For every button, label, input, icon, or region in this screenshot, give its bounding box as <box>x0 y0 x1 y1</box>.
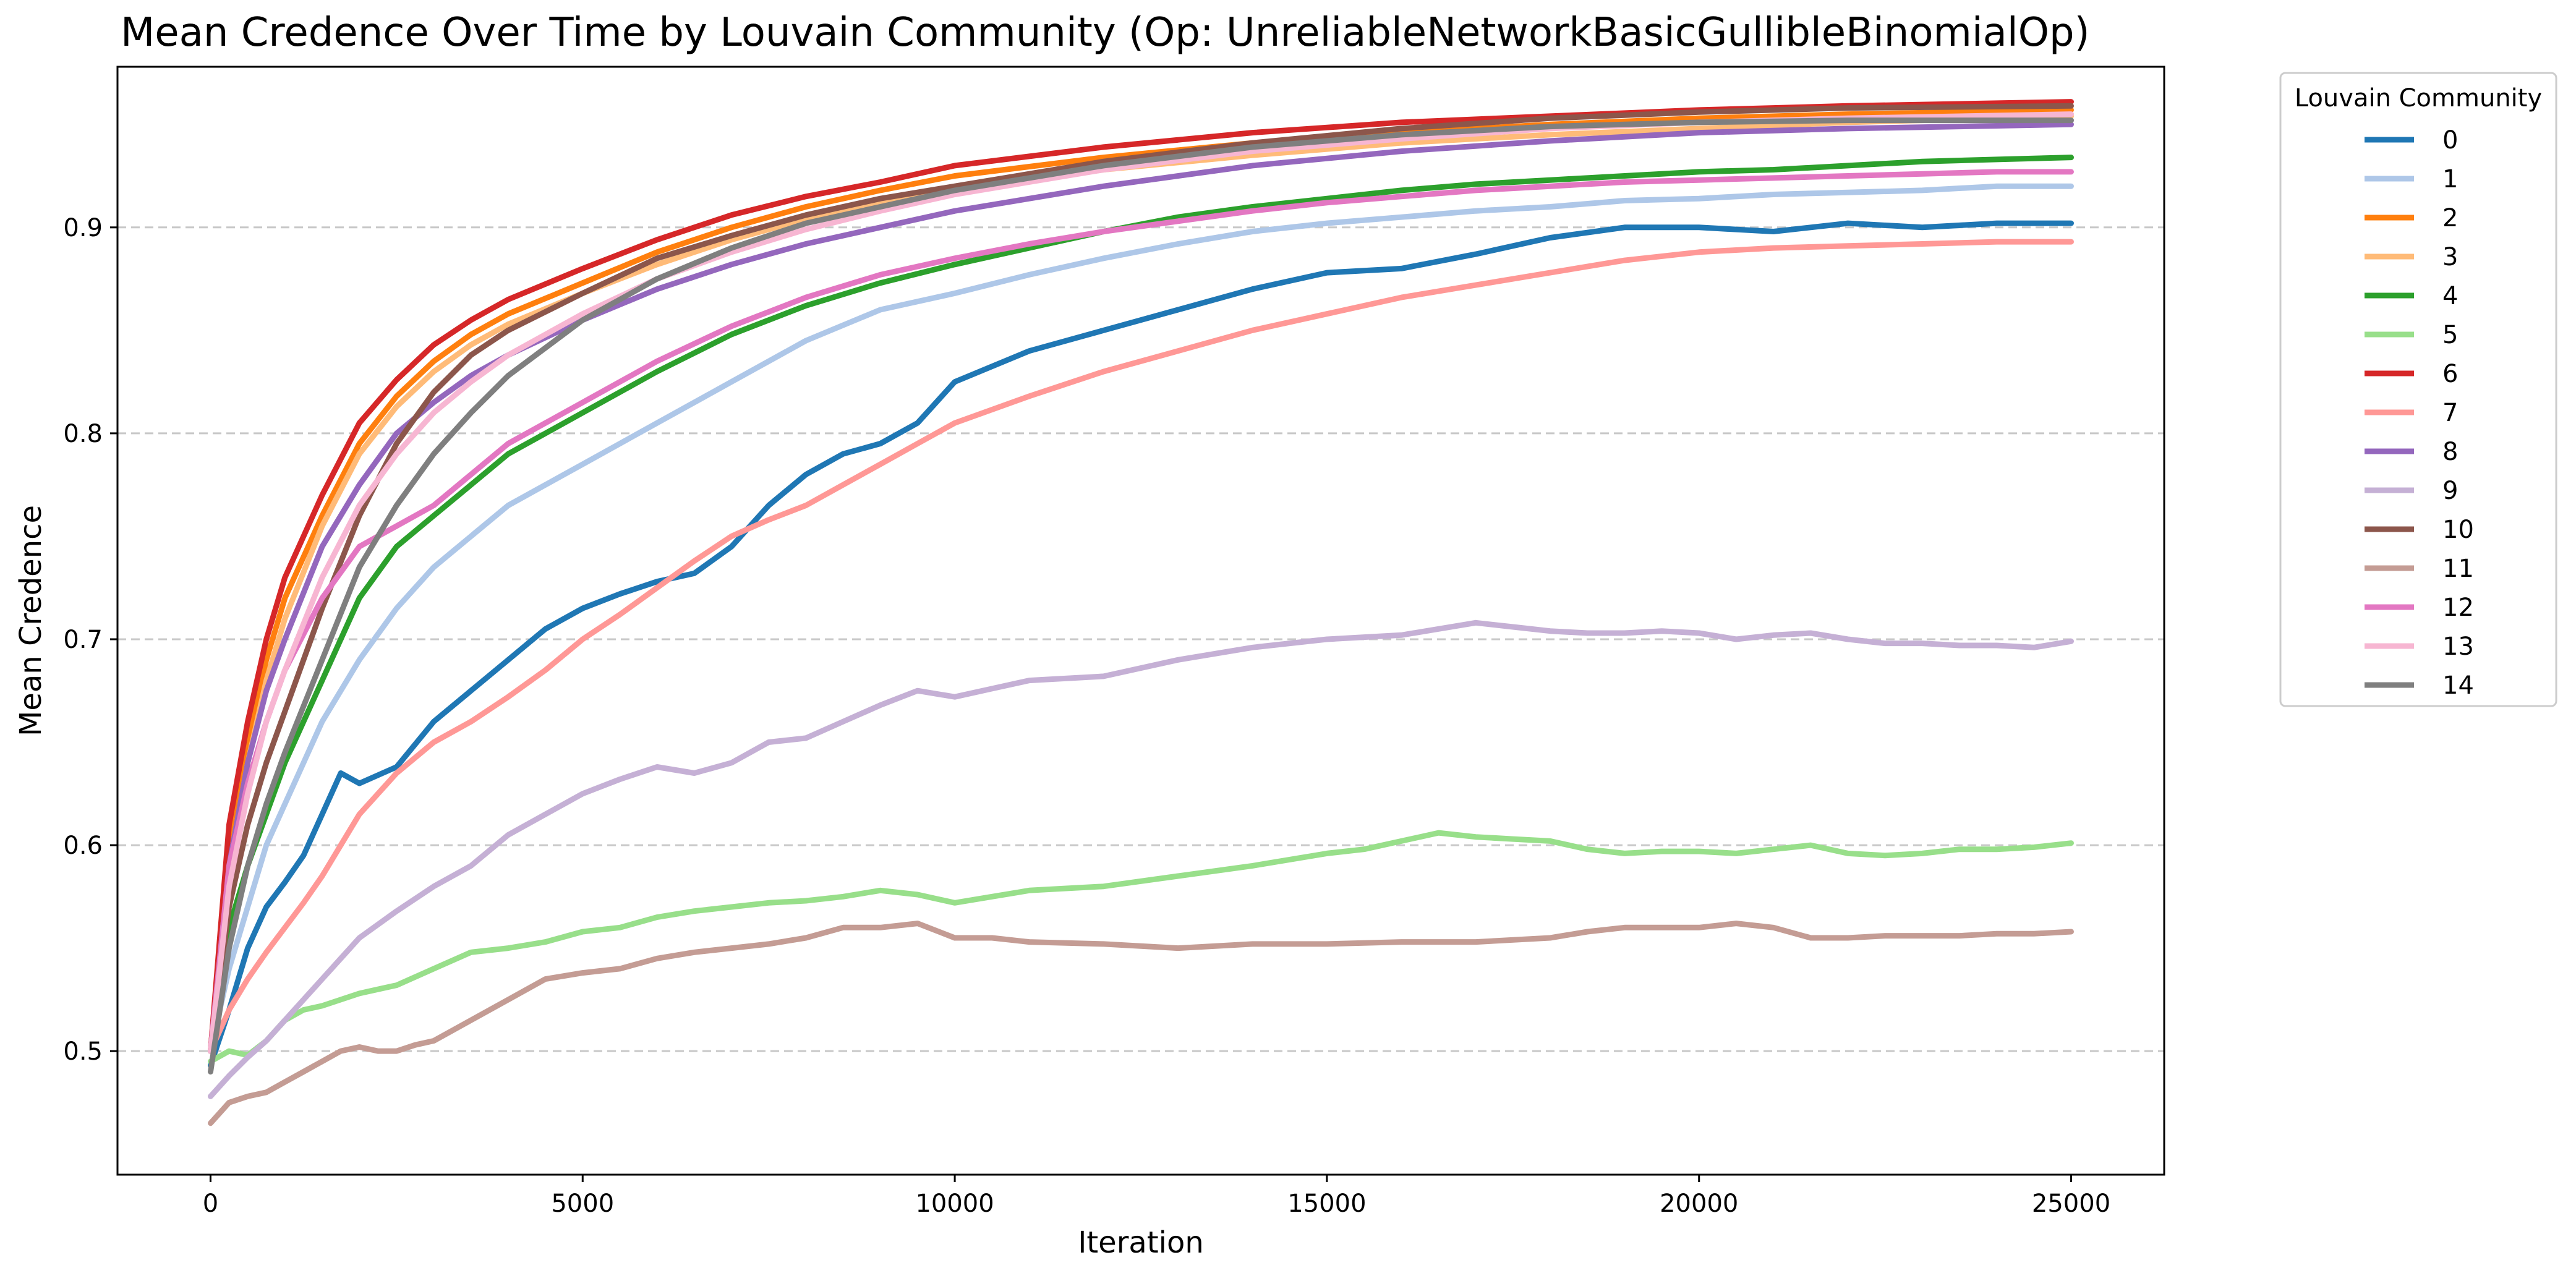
legend-label-11: 11 <box>2442 555 2474 583</box>
y-axis-label: Mean Credence <box>14 505 48 736</box>
series-line-community-4 <box>208 155 2074 1054</box>
legend-label-2: 2 <box>2442 204 2458 232</box>
x-tick-label: 10000 <box>915 1190 994 1218</box>
y-tick-label: 0.9 <box>63 214 103 242</box>
legend-label-0: 0 <box>2442 126 2458 155</box>
x-axis-label: Iteration <box>1078 1225 1204 1260</box>
series-line-community-12 <box>208 169 2074 1054</box>
y-tick-label: 0.6 <box>63 832 103 860</box>
plot-frame <box>116 66 2165 1176</box>
series-line-community-10 <box>208 103 2074 1054</box>
legend-label-5: 5 <box>2442 321 2458 349</box>
y-tick-label: 0.7 <box>63 626 103 654</box>
x-tick-label: 5000 <box>551 1190 614 1218</box>
chart-title: Mean Credence Over Time by Louvain Commu… <box>121 10 2090 56</box>
series-line-community-3 <box>208 113 2074 1054</box>
legend-label-4: 4 <box>2442 282 2458 310</box>
legend-label-12: 12 <box>2442 594 2474 622</box>
legend-label-10: 10 <box>2442 516 2474 544</box>
series-lines <box>208 99 2074 1126</box>
series-line-community-1 <box>208 183 2074 1054</box>
series-line-community-7 <box>208 239 2074 1054</box>
legend-title: Louvain Community <box>2295 84 2542 113</box>
series-line-community-11 <box>208 921 2074 1126</box>
series-line-community-6 <box>208 99 2074 1054</box>
legend-label-6: 6 <box>2442 360 2458 388</box>
grid-lines <box>117 226 2164 1052</box>
y-tick-label: 0.5 <box>63 1037 103 1066</box>
series-line-community-0 <box>208 220 2074 1068</box>
y-tick-label: 0.8 <box>63 420 103 448</box>
legend-label-1: 1 <box>2442 165 2458 194</box>
axis-ticks: 0.5 0.6 0.7 0.8 0.9 0 5000 10000 15000 20000 25000 <box>63 214 2110 1218</box>
series-line-community-8 <box>208 121 2074 1054</box>
legend-label-8: 8 <box>2442 438 2458 466</box>
x-tick-label: 0 <box>203 1190 218 1218</box>
legend-label-13: 13 <box>2442 632 2474 661</box>
legend-label-9: 9 <box>2442 477 2458 505</box>
series-line-community-9 <box>208 619 2074 1099</box>
x-tick-label: 20000 <box>1660 1190 1738 1218</box>
legend-label-3: 3 <box>2442 243 2458 271</box>
x-tick-label: 25000 <box>2032 1190 2110 1218</box>
series-line-community-5 <box>208 830 2074 1065</box>
legend-frame <box>2279 72 2557 707</box>
legend-label-14: 14 <box>2442 671 2474 700</box>
series-line-community-14 <box>208 117 2074 1075</box>
legend-label-7: 7 <box>2442 399 2458 427</box>
x-tick-label: 15000 <box>1287 1190 1366 1218</box>
